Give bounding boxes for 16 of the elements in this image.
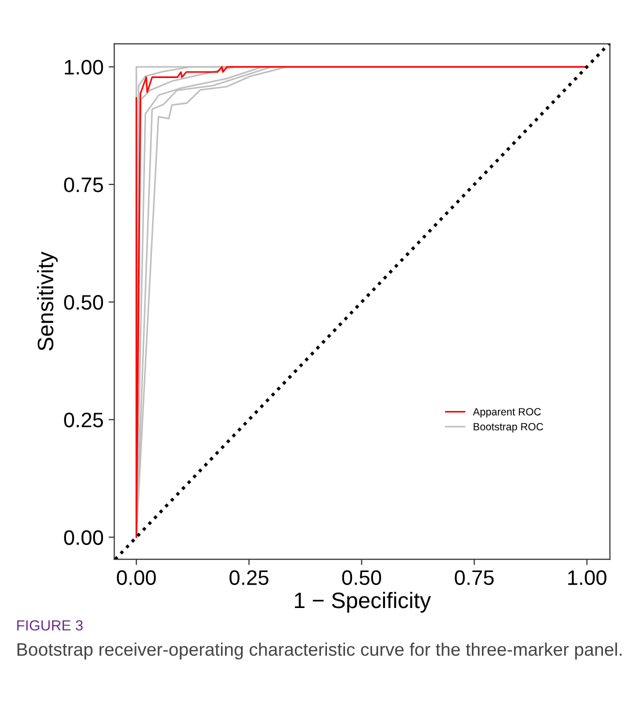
- y-tick-label: 1.00: [64, 60, 104, 75]
- text: Bootstrap receiver-operating characteristic curve for the three-marker panel.: [18, 642, 622, 660]
- legend-label: Apparent ROC: [472, 408, 541, 418]
- y-tick-label: 0.00: [64, 530, 104, 545]
- caption: FIGURE 3: [17, 620, 83, 631]
- x-tick-label: 0.25: [230, 570, 268, 586]
- x-tick-label: 0.75: [454, 570, 494, 586]
- x-tick-label: 0.50: [342, 570, 382, 586]
- y-tick-label: 0.50: [64, 295, 104, 310]
- y-axis-title: Sensitivity: [37, 252, 58, 351]
- y-tick-label: 0.75: [64, 177, 103, 192]
- x-tick-label: 1.00: [568, 570, 606, 586]
- x-tick-label: 0.00: [116, 570, 156, 586]
- legend-label: Bootstrap ROC: [474, 423, 544, 432]
- x-axis-title: 1 − Specificity: [294, 592, 431, 613]
- y-tick-label: 0.25: [64, 412, 103, 428]
